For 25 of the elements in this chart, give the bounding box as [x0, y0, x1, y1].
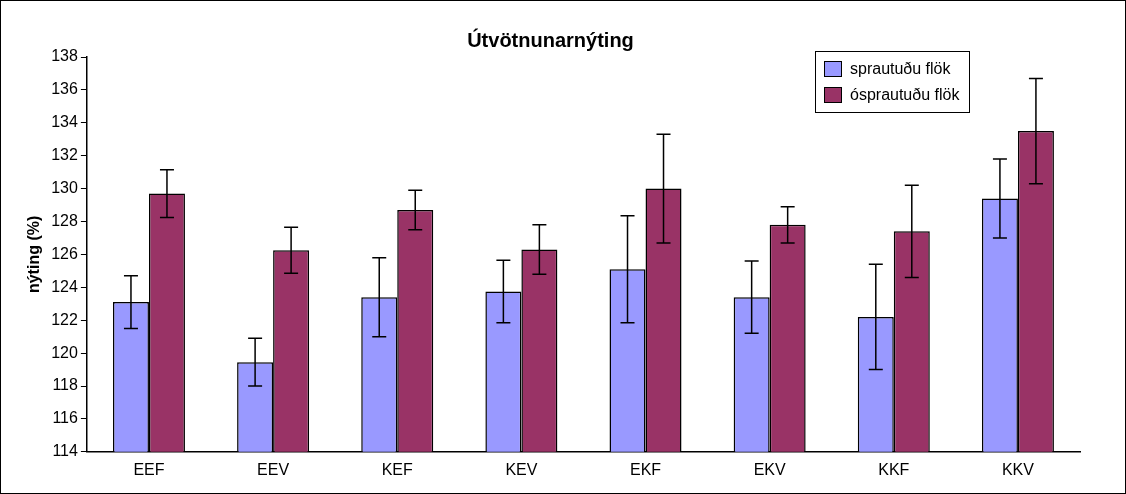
x-tick-label: KKV	[1001, 460, 1035, 478]
y-tick-label: 132	[51, 146, 78, 164]
y-tick-label: 136	[51, 80, 78, 98]
y-tick-label: 116	[52, 409, 78, 427]
y-tick-label: 118	[52, 376, 78, 394]
y-tick-label: 134	[51, 113, 78, 131]
x-tick-label: KEV	[505, 460, 538, 478]
legend-label: sprautuðu flök	[850, 59, 951, 79]
y-tick-label: 120	[51, 343, 78, 361]
y-axis-title: nýting (%)	[25, 215, 43, 294]
y-tick-label: 130	[51, 179, 78, 197]
y-tick-label: 126	[51, 244, 78, 262]
x-tick-label: KEF	[381, 460, 414, 478]
y-tick-label: 138	[51, 47, 78, 65]
x-tick-label: EKV	[753, 460, 786, 478]
x-tick-label: KKF	[878, 460, 910, 478]
legend-label: ósprautuðu flök	[850, 85, 960, 105]
chart-title: Útvötnunarnýting	[467, 27, 634, 51]
y-tick-label: 122	[51, 310, 78, 328]
y-tick-label: 114	[52, 442, 78, 460]
x-tick-label: EEV	[257, 460, 290, 478]
y-tick-label: 124	[51, 277, 78, 295]
x-tick-label: EEF	[133, 460, 165, 478]
x-tick-label: EKF	[629, 460, 662, 478]
y-tick-label: 128	[51, 211, 78, 229]
